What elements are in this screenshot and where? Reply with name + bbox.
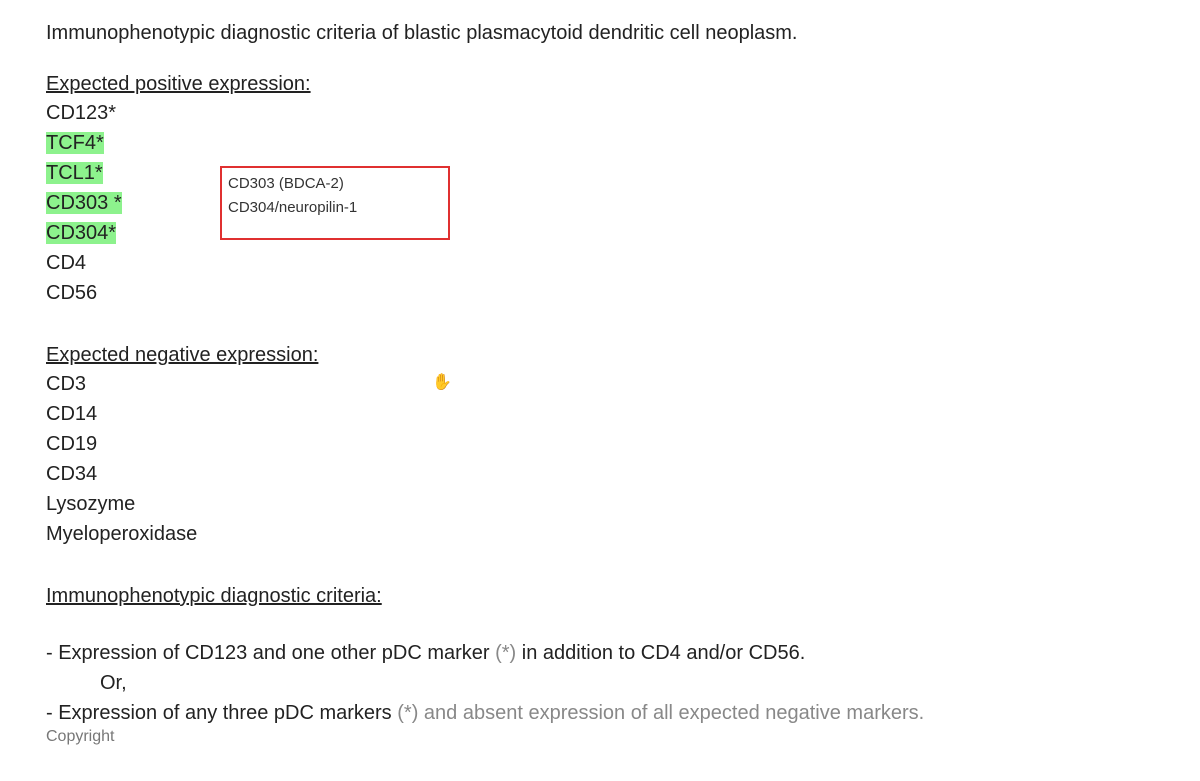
heading-criteria: Immunophenotypic diagnostic criteria: bbox=[46, 585, 1146, 608]
copyright-label: Copyright bbox=[46, 728, 1146, 746]
marker-cd304: CD304* bbox=[46, 218, 1146, 248]
marker-cd19: CD19 bbox=[46, 429, 1146, 459]
marker-cd14: CD14 bbox=[46, 399, 1146, 429]
grab-cursor-icon: ✋ bbox=[432, 372, 452, 392]
marker-cd56: CD56 bbox=[46, 278, 1146, 308]
marker-cd4: CD4 bbox=[46, 248, 1146, 278]
marker-cd34: CD34 bbox=[46, 459, 1146, 489]
marker-lysozyme: Lysozyme bbox=[46, 489, 1146, 519]
criteria-line-2: - Expression of any three pDC markers (*… bbox=[46, 698, 1146, 728]
marker-tcl1: TCL1* bbox=[46, 158, 1146, 188]
heading-negative: Expected negative expression: bbox=[46, 344, 1146, 367]
document-body: Immunophenotypic diagnostic criteria of … bbox=[46, 22, 1146, 746]
marker-cd3: CD3 bbox=[46, 369, 1146, 399]
annotation-line-1: CD303 (BDCA-2) bbox=[228, 172, 442, 196]
marker-cd303: CD303 * bbox=[46, 188, 1146, 218]
page-title: Immunophenotypic diagnostic criteria of … bbox=[46, 22, 1146, 45]
marker-cd123: CD123* bbox=[46, 98, 1146, 128]
marker-tcf4: TCF4* bbox=[46, 128, 1146, 158]
annotation-callout[interactable]: CD303 (BDCA-2) CD304/neuropilin-1 bbox=[220, 166, 450, 240]
heading-positive: Expected positive expression: bbox=[46, 73, 1146, 96]
annotation-line-2: CD304/neuropilin-1 bbox=[228, 196, 442, 220]
marker-mpo: Myeloperoxidase bbox=[46, 519, 1146, 549]
criteria-or: Or, bbox=[46, 668, 1146, 698]
criteria-line-1: - Expression of CD123 and one other pDC … bbox=[46, 638, 1146, 668]
